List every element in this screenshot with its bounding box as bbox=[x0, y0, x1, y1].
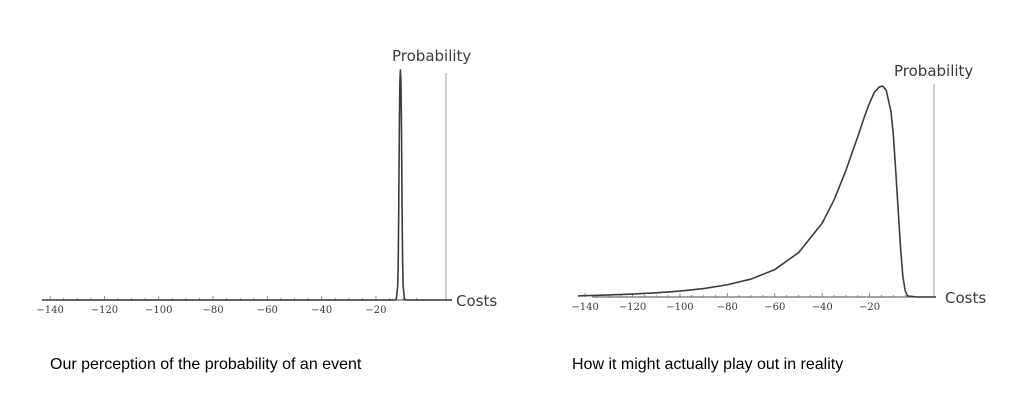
x-tick-label: −100 bbox=[145, 305, 172, 316]
x-tick-label: −40 bbox=[812, 302, 833, 313]
x-tick-label: −80 bbox=[203, 305, 224, 316]
x-tick-label: −20 bbox=[859, 302, 880, 313]
x-tick-label: −80 bbox=[717, 302, 738, 313]
y-axis-title: Probability bbox=[894, 62, 973, 80]
x-tick-label: −140 bbox=[571, 302, 598, 313]
perception-chart: −140 −120 −100 −80 −60 −40 −20 Probability Costs bbox=[36, 47, 497, 316]
x-tick-label: −120 bbox=[619, 302, 646, 313]
y-axis-title: Probability bbox=[392, 47, 471, 65]
x-tick-label: −60 bbox=[257, 305, 278, 316]
x-tick-label: −100 bbox=[666, 302, 693, 313]
x-tick-label: −40 bbox=[311, 305, 332, 316]
x-tick-label: −140 bbox=[36, 305, 63, 316]
reality-chart: −140 −120 −100 −80 −60 −40 −20 Probability Costs bbox=[571, 62, 986, 313]
x-axis-title: Costs bbox=[456, 292, 497, 310]
caption-perception: Our perception of the probability of an … bbox=[50, 356, 362, 373]
probability-curve bbox=[577, 85, 936, 298]
chart-panel-left: −140 −120 −100 −80 −60 −40 −20 Probability Costs… bbox=[36, 47, 497, 373]
chart-panel-right: −140 −120 −100 −80 −60 −40 −20 Probability Costs… bbox=[512, 0, 1023, 410]
x-tick-label: −120 bbox=[91, 305, 118, 316]
x-tick-label: −20 bbox=[365, 305, 386, 316]
probability-curve bbox=[42, 69, 452, 301]
x-axis-title: Costs bbox=[945, 289, 986, 307]
x-tick-label: −60 bbox=[764, 302, 785, 313]
caption-reality: How it might actually play out in realit… bbox=[572, 356, 844, 373]
